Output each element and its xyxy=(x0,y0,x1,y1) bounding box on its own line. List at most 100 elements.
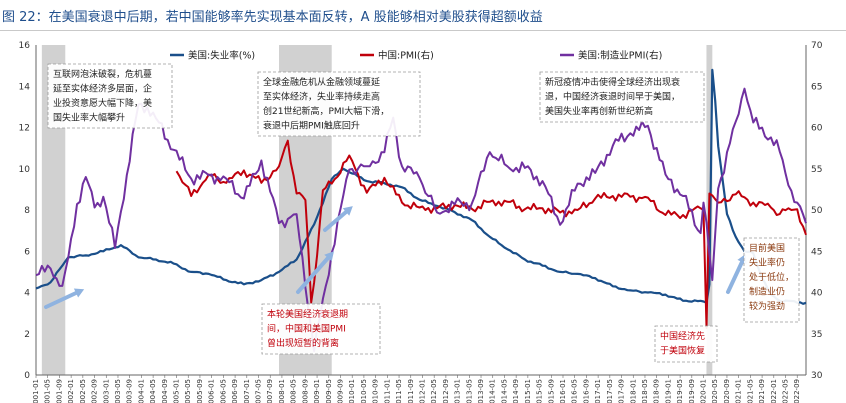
x-tick-label: 2009-05 xyxy=(325,379,333,403)
x-tick-label: 2011-05 xyxy=(395,379,403,403)
annotation-box xyxy=(539,71,705,123)
x-tick-label: 2017-01 xyxy=(594,379,602,403)
x-tick-label: 2012-09 xyxy=(442,379,450,403)
x-tick-label: 2004-01 xyxy=(137,379,145,403)
y-left-tick-label: 4 xyxy=(24,289,30,299)
x-tick-label: 2019-05 xyxy=(676,379,684,403)
x-tick-label: 2015-01 xyxy=(524,379,532,403)
annotation-text: 目前美国 xyxy=(749,242,785,254)
x-tick-label: 2010-05 xyxy=(360,379,368,403)
y-right-tick-label: 60 xyxy=(811,124,823,134)
annotation-text: 延至实体经济多层面，企 xyxy=(53,83,152,95)
x-tick-label: 2018-09 xyxy=(653,379,661,403)
x-tick-label: 2022-09 xyxy=(793,379,801,403)
annotation-text: 创21世纪新高，PMI大幅下滑， xyxy=(263,105,389,117)
x-tick-label: 2021-01 xyxy=(735,379,743,403)
annotation-text: 国失业率大幅攀升 xyxy=(53,112,125,124)
y-left-tick-label: 14 xyxy=(19,82,31,92)
china-pmi-line xyxy=(175,139,807,329)
annotation-text: 较为强劲 xyxy=(749,300,785,312)
annotation-text: 制造业仍 xyxy=(749,286,785,298)
annotation-box xyxy=(261,303,381,355)
x-tick-label: 2001-09 xyxy=(55,379,63,403)
y-right-tick-label: 55 xyxy=(811,165,822,175)
legend-label: 美国:失业率(%) xyxy=(188,50,255,62)
legend-label: 中国:PMI(右) xyxy=(378,50,434,62)
x-tick-label: 2006-01 xyxy=(208,379,216,403)
trend-arrow-head xyxy=(324,251,334,262)
y-right-tick-label: 30 xyxy=(811,371,823,381)
annotation-text: 中国经济先 xyxy=(660,330,705,342)
annotation-text: 全球金融危机从金融领域蔓延 xyxy=(263,76,380,88)
x-tick-label: 2015-05 xyxy=(536,379,544,403)
x-tick-label: 2003-05 xyxy=(114,379,122,403)
annotation-text: 至实体经济，失业率持续走高 xyxy=(263,91,380,103)
x-tick-label: 2016-01 xyxy=(559,379,567,403)
x-tick-label: 2014-01 xyxy=(489,379,497,403)
y-right-tick-label: 45 xyxy=(811,247,822,257)
x-tick-label: 2007-05 xyxy=(255,379,263,403)
annotation-text: 衰退中后期PMI触底回升 xyxy=(263,120,360,132)
trend-arrow xyxy=(296,256,330,294)
annotation-text: 于美国恢复 xyxy=(660,345,705,357)
x-tick-label: 2022-01 xyxy=(770,379,778,403)
x-tick-label: 2005-09 xyxy=(196,379,204,403)
x-tick-label: 2003-01 xyxy=(102,379,110,403)
x-tick-label: 2009-01 xyxy=(313,379,321,403)
x-tick-label: 2020-05 xyxy=(711,379,719,403)
y-right-tick-label: 50 xyxy=(811,206,823,216)
x-tick-label: 2019-01 xyxy=(664,379,672,403)
x-tick-label: 2008-05 xyxy=(290,379,298,403)
x-tick-label: 2011-01 xyxy=(383,379,391,403)
trend-arrow xyxy=(44,291,78,309)
annotation-text: 互联网泡沫破裂，危机蔓 xyxy=(53,68,152,80)
annotation-text: 处于低位， xyxy=(749,271,794,283)
x-tick-label: 2005-05 xyxy=(184,379,192,403)
y-left-tick-label: 16 xyxy=(19,41,31,51)
x-tick-label: 2008-09 xyxy=(301,379,309,403)
x-tick-label: 2006-09 xyxy=(231,379,239,403)
x-tick-label: 2001-01 xyxy=(32,379,40,403)
x-tick-label: 2008-01 xyxy=(278,379,286,403)
x-tick-label: 2007-09 xyxy=(266,379,274,403)
y-right-tick-label: 40 xyxy=(811,289,823,299)
annotation-box xyxy=(654,325,718,363)
x-tick-label: 2013-05 xyxy=(465,379,473,403)
trend-arrow-head xyxy=(342,206,353,216)
x-tick-label: 2016-09 xyxy=(582,379,590,403)
x-tick-label: 2005-01 xyxy=(173,379,181,403)
x-tick-label: 2016-05 xyxy=(571,379,579,403)
annotation-text: 新冠疫情冲击使得全球经济出现衰 xyxy=(545,76,680,88)
x-tick-label: 2002-05 xyxy=(79,379,87,403)
y-left-tick-label: 6 xyxy=(24,247,30,257)
x-tick-label: 2004-09 xyxy=(161,379,169,403)
y-left-tick-label: 8 xyxy=(24,206,30,216)
y-left-tick-label: 12 xyxy=(19,124,30,134)
annotation-box xyxy=(257,71,421,137)
annotation-text: 失业率仍 xyxy=(749,257,785,269)
y-right-tick-label: 65 xyxy=(811,82,822,92)
chart-title: 图 22：在美国衰退中后期，若中国能够率先实现基本面反转，A 股能够相对美股获得… xyxy=(2,10,543,25)
annotation-box xyxy=(743,237,800,323)
x-tick-label: 2019-09 xyxy=(688,379,696,403)
title-divider xyxy=(0,30,846,31)
x-tick-label: 2018-05 xyxy=(641,379,649,403)
us-unemployment-line xyxy=(35,68,807,305)
x-tick-label: 2004-05 xyxy=(149,379,157,403)
y-left-tick-label: 0 xyxy=(24,371,30,381)
annotation-text: 曾出现短暂的背离 xyxy=(267,337,339,349)
x-tick-label: 2003-09 xyxy=(126,379,134,403)
trend-arrow xyxy=(726,260,744,294)
x-tick-label: 2018-01 xyxy=(629,379,637,403)
x-tick-label: 2009-09 xyxy=(336,379,344,403)
annotation-text: 业投资意愿大幅下降，美 xyxy=(53,97,152,109)
x-tick-label: 2012-01 xyxy=(418,379,426,403)
x-tick-label: 2015-09 xyxy=(547,379,555,403)
y-left-tick-label: 10 xyxy=(19,165,31,175)
x-tick-label: 2021-05 xyxy=(746,379,754,403)
x-tick-label: 2020-01 xyxy=(700,379,708,403)
trend-arrow xyxy=(323,210,348,232)
x-tick-label: 2001-05 xyxy=(44,379,52,403)
x-tick-label: 2010-09 xyxy=(372,379,380,403)
